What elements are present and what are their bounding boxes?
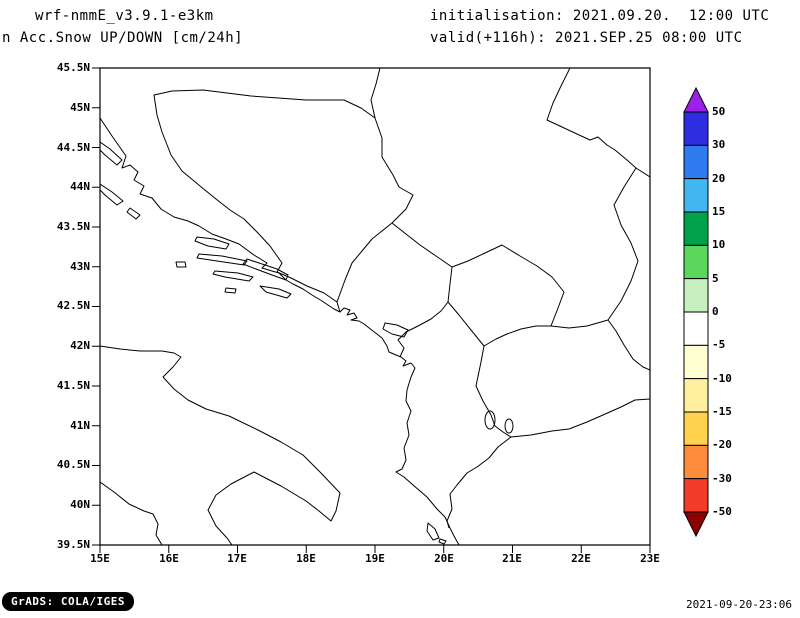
island-corfu [427,523,439,540]
x-axis-label: 15E [90,552,110,565]
x-axis-label: 19E [365,552,385,565]
island-paxoi [439,539,446,544]
border-albania-macedonia [476,346,511,437]
peninsula-peljesac [243,259,288,280]
colorbar-cell [684,412,708,445]
lake-prespa [505,419,513,433]
y-axis-label: 40N [70,498,90,511]
lake-ohrid [485,411,495,429]
colorbar-cell [684,312,708,345]
plot-timestamp: 2021-09-20-23:06 [686,598,792,611]
y-axis-label: 43N [70,260,90,273]
x-axis-label: 18E [296,552,316,565]
grads-credit-badge: GrADS: COLA/IGES [2,592,134,611]
coastline-adriatic-east [100,118,459,545]
island-mljet [260,286,291,298]
init-time-label: initialisation: 2021.09.20. 12:00 UTC [430,8,770,24]
colorbar-label: 50 [712,105,726,118]
colorbar-cell [684,479,708,512]
x-axis-label: 16E [159,552,179,565]
y-axis-label: 45.5N [56,61,90,74]
y-axis-label: 40.5N [56,458,90,471]
island-lastovo [225,288,236,293]
border-macedonia-greece [511,399,650,437]
y-axis-label: 44N [70,180,90,193]
map-geography [100,68,650,545]
colorbar-label: 30 [712,138,726,151]
x-axis-label: 22E [571,552,591,565]
y-axis-label: 44.5N [56,141,90,154]
axis-ticks [92,68,650,553]
colorbar-label: 5 [712,272,719,285]
colorbar-label: -15 [712,405,732,418]
y-axis-label: 41.5N [56,379,90,392]
x-axis-label: 17E [227,552,247,565]
y-axis-label: 39.5N [56,538,90,551]
island-pag [100,142,122,165]
colorbar-cell [684,445,708,478]
colorbar-cell [684,345,708,378]
y-axis-label: 45N [70,101,90,114]
colorbar-cell [684,112,708,145]
coastline-italy-adriatic [100,346,340,545]
colorbar-label: -10 [712,372,732,385]
y-axis-label: 41N [70,419,90,432]
colorbar-cell [684,379,708,412]
map-plot [88,60,662,561]
lake-skadar [383,323,408,337]
colorbar [682,87,710,539]
colorbar-cell [684,279,708,312]
border-serbia-montenegro [392,223,452,267]
colorbar-label: -50 [712,505,732,518]
island-kornati [127,208,140,219]
border-bosnia [154,90,413,302]
colorbar-label: -5 [712,338,726,351]
colorbar-top-triangle [684,88,708,112]
island-vis [176,262,186,267]
coastline-italy-tyrrhenian [100,482,162,545]
field-title: n Acc.Snow UP/DOWN [cm/24h] [2,30,244,46]
x-axis-label: 21E [502,552,522,565]
island-hvar [197,254,247,265]
y-axis-label: 42.5N [56,299,90,312]
colorbar-label: -30 [712,472,732,485]
island-dugi-otok [100,184,123,205]
border-serbia-bulgaria [608,168,638,320]
x-axis-label: 20E [434,552,454,565]
x-axis-label: 23E [640,552,660,565]
model-title: wrf-nmmE_v3.9.1-e3km [35,8,214,24]
border-montenegro-albania [398,302,448,357]
colorbar-cell [684,145,708,178]
border-macedonia-bulgaria [608,320,650,370]
border-kosovo [448,245,564,346]
colorbar-cell [684,212,708,245]
border-croatia-serbia [371,68,380,118]
colorbar-label: -20 [712,438,732,451]
y-axis-label: 42N [70,339,90,352]
colorbar-label: 10 [712,238,726,251]
colorbar-label: 20 [712,172,726,185]
colorbar-cell [684,179,708,212]
colorbar-label: 15 [712,205,726,218]
colorbar-bottom-triangle [684,512,708,536]
y-axis-label: 43.5N [56,220,90,233]
island-brac [195,237,229,249]
island-korcula [213,271,253,281]
border-serbia-romania-danube [547,68,650,177]
colorbar-cell [684,245,708,278]
plot-frame [100,68,650,545]
border-serbia-macedonia [551,320,608,328]
border-albania-greece [447,437,511,528]
border-croatia-montenegro [337,302,340,312]
valid-time-label: valid(+116h): 2021.SEP.25 08:00 UTC [430,30,743,46]
colorbar-label: 0 [712,305,719,318]
